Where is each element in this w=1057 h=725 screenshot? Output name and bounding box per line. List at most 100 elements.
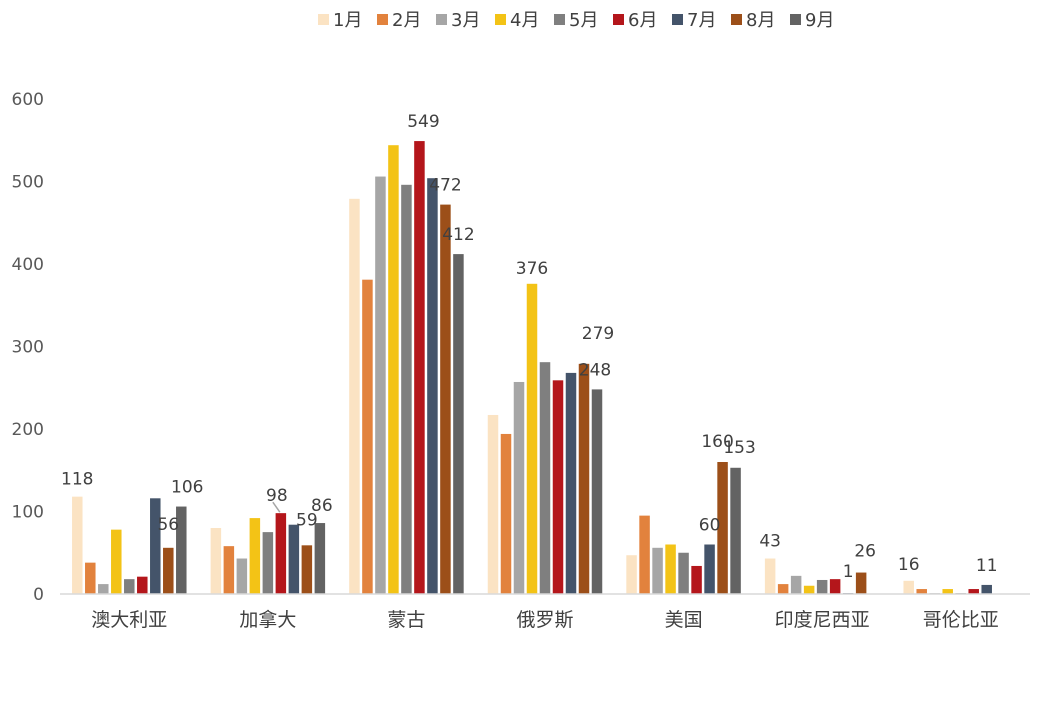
x-category-label-3: 蒙古	[387, 609, 425, 631]
data-label-cat7-1月: 16	[898, 555, 920, 575]
x-category-label-6: 印度尼西亚	[775, 609, 870, 631]
x-category-label-5: 美国	[665, 609, 703, 631]
bar-cat4-5月	[539, 362, 551, 594]
bar-cat2-8月	[301, 545, 313, 594]
bar-cat6-1月	[764, 558, 776, 594]
bars	[72, 141, 992, 595]
bar-cat2-4月	[249, 518, 261, 594]
bar-cat7-4月	[942, 589, 953, 594]
legend-label-3: 3月	[451, 10, 480, 31]
x-axis: 澳大利亚 加拿大 蒙古 俄罗斯 美国 印度尼西亚 哥伦比亚	[91, 608, 998, 631]
y-axis: 0 100 200 300 400 500 600	[12, 90, 44, 605]
legend-swatch-9	[790, 14, 801, 25]
leader-line	[272, 501, 281, 513]
legend-label-4: 4月	[510, 10, 539, 31]
bar-cat1-8月	[163, 547, 174, 594]
bar-cat3-5月	[401, 184, 412, 595]
data-label-cat1-9月: 106	[171, 478, 203, 498]
bar-cat5-4月	[665, 544, 676, 594]
bar-cat7-1月	[903, 580, 914, 594]
bar-cat3-9月	[453, 254, 464, 594]
bar-cat1-1月	[72, 496, 83, 594]
data-label-cat3-9月: 412	[442, 225, 474, 245]
bar-cat7-6月	[968, 589, 979, 594]
y-tick-label-100: 100	[12, 503, 44, 523]
bar-cat1-7月	[150, 498, 161, 594]
data-label-cat5-9月: 153	[723, 438, 755, 458]
bar-cat2-1月	[210, 528, 222, 594]
bar-cat2-3月	[236, 558, 248, 594]
y-tick-label-300: 300	[12, 338, 44, 358]
bar-cat2-7月	[288, 524, 300, 594]
data-label-cat7-7月: 11	[976, 556, 998, 576]
bar-cat4-1月	[487, 414, 499, 594]
bar-cat3-1月	[349, 198, 360, 594]
bar-cat5-9月	[730, 467, 741, 594]
bar-cat1-4月	[111, 529, 122, 594]
bar-cat5-5月	[678, 552, 689, 594]
bar-cat6-3月	[790, 575, 802, 594]
bar-cat1-6月	[137, 576, 148, 594]
data-label-cat2-8月: 59	[296, 510, 318, 530]
bar-cat3-2月	[362, 279, 373, 594]
bar-cat4-8月	[578, 363, 590, 594]
y-tick-label-0: 0	[33, 585, 44, 605]
legend-swatch-1	[318, 14, 329, 25]
bar-cat5-8月	[717, 462, 728, 594]
y-tick-label-400: 400	[12, 255, 44, 275]
bar-cat5-2月	[639, 515, 650, 594]
legend-label-2: 2月	[392, 10, 421, 31]
legend-swatch-5	[554, 14, 565, 25]
bar-cat6-4月	[803, 585, 815, 594]
bar-cat2-9月	[314, 523, 326, 594]
bar-cat3-8月	[440, 204, 451, 594]
legend-swatch-8	[731, 14, 742, 25]
bar-cat3-3月	[375, 176, 386, 595]
bar-cat5-6月	[691, 565, 702, 594]
bar-cat5-3月	[652, 547, 663, 594]
data-label-cat1-1月: 118	[61, 470, 93, 490]
data-label-cat2-6月: 98	[266, 486, 288, 506]
bar-cat5-7月	[704, 544, 715, 594]
legend-swatch-7	[672, 14, 683, 25]
x-category-label-7: 哥伦比亚	[923, 609, 999, 631]
bar-cat4-2月	[500, 433, 512, 594]
bar-cat2-5月	[262, 532, 274, 594]
legend-label-1: 1月	[333, 10, 362, 31]
data-label-cat4-4月: 376	[516, 259, 548, 279]
bar-cat6-5月	[816, 579, 828, 594]
legend-swatch-3	[436, 14, 447, 25]
legend-label-5: 5月	[569, 10, 598, 31]
x-category-label-4: 俄罗斯	[516, 609, 573, 631]
bar-cat1-9月	[176, 506, 187, 594]
legend-swatch-4	[495, 14, 506, 25]
data-label-cat1-8月: 56	[157, 515, 179, 535]
legend-swatch-6	[613, 14, 624, 25]
bar-cat4-4月	[526, 283, 538, 594]
bar-cat6-8月	[855, 572, 867, 594]
data-label-cat3-8月: 472	[429, 176, 461, 196]
y-tick-label-600: 600	[12, 90, 44, 110]
bar-cat4-7月	[565, 372, 577, 594]
bar-cat4-6月	[552, 380, 564, 594]
data-label-cat6-1月: 43	[759, 532, 781, 552]
bar-cat2-6月	[275, 513, 287, 594]
y-tick-label-500: 500	[12, 173, 44, 193]
legend-swatch-2	[377, 14, 388, 25]
bar-cat5-1月	[626, 555, 637, 594]
bar-cat4-3月	[513, 381, 525, 594]
bar-cat1-3月	[98, 584, 109, 594]
legend-label-7: 7月	[687, 10, 716, 31]
x-category-label-2: 加拿大	[239, 608, 296, 631]
bar-cat3-7月	[427, 178, 438, 594]
bar-cat3-4月	[388, 145, 399, 594]
data-label-cat6-7月: 1	[843, 562, 854, 582]
x-category-label-1: 澳大利亚	[91, 609, 167, 631]
data-label-cat5-7月: 60	[699, 516, 721, 536]
data-label-cat4-9月: 248	[579, 360, 611, 380]
data-label-cat4-8月: 279	[582, 324, 614, 344]
bar-cat7-2月	[916, 589, 927, 594]
